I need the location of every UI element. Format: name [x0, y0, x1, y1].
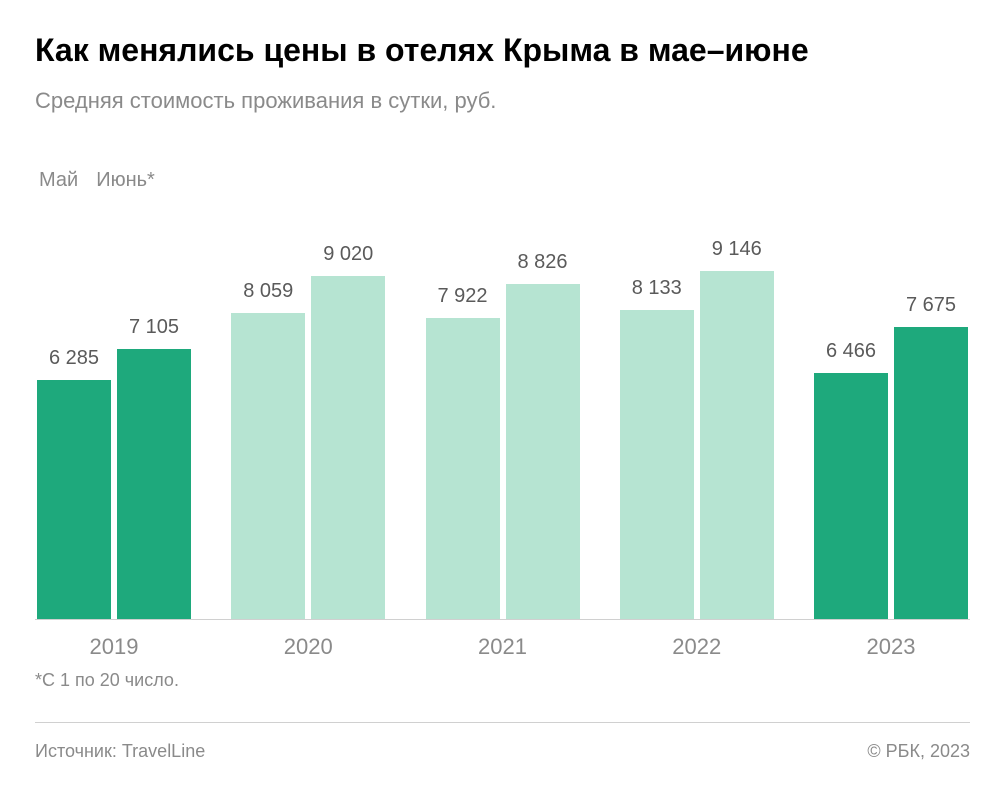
bar-label: 8 133 [632, 277, 682, 300]
bar-2021-may: 7 922 [426, 200, 500, 619]
bar-rect [426, 318, 500, 619]
bar-rect [894, 327, 968, 619]
xaxis-label-2019: 2019 [37, 634, 191, 660]
legend-may: Май [39, 169, 78, 192]
bar-rect [311, 276, 385, 619]
year-group-2020: 8 059 9 020 [231, 200, 385, 619]
bar-label: 8 059 [243, 280, 293, 303]
legend-june: Июнь* [96, 169, 155, 192]
bar-label: 6 466 [826, 340, 876, 363]
bars-container: 6 285 7 105 8 059 9 020 7 922 8 826 8 133 9 146… [35, 200, 970, 620]
bar-label: 9 020 [323, 243, 373, 266]
bar-2020-may: 8 059 [231, 200, 305, 619]
xaxis-label-2021: 2021 [426, 634, 580, 660]
bar-rect [700, 271, 774, 619]
bar-2020-june: 9 020 [311, 200, 385, 619]
footer: Источник: TravelLine © РБК, 2023 [35, 722, 970, 762]
bar-rect [117, 349, 191, 619]
x-axis: 2019 2020 2021 2022 2023 [35, 634, 970, 660]
bar-2021-june: 8 826 [506, 200, 580, 619]
bar-rect [37, 380, 111, 619]
copyright-label: © РБК, 2023 [867, 741, 970, 762]
year-group-2022: 8 133 9 146 [620, 200, 774, 619]
bar-2022-june: 9 146 [700, 200, 774, 619]
bar-rect [620, 310, 694, 619]
bar-label: 8 826 [517, 251, 567, 274]
xaxis-label-2023: 2023 [814, 634, 968, 660]
footnote: *С 1 по 20 число. [35, 670, 970, 691]
xaxis-label-2020: 2020 [231, 634, 385, 660]
bar-2022-may: 8 133 [620, 200, 694, 619]
legend: Май Июнь* [35, 169, 970, 192]
chart-title: Как менялись цены в отелях Крыма в мае–и… [35, 30, 970, 70]
bar-label: 7 922 [437, 285, 487, 308]
bar-2023-may: 6 466 [814, 200, 888, 619]
bar-label: 7 105 [129, 316, 179, 339]
year-group-2023: 6 466 7 675 [814, 200, 968, 619]
bar-label: 7 675 [906, 294, 956, 317]
bar-label: 6 285 [49, 347, 99, 370]
bar-rect [506, 284, 580, 619]
year-group-2021: 7 922 8 826 [426, 200, 580, 619]
bar-rect [231, 313, 305, 619]
bar-2019-june: 7 105 [117, 200, 191, 619]
source-label: Источник: TravelLine [35, 741, 205, 762]
chart-subtitle: Средняя стоимость проживания в сутки, ру… [35, 88, 970, 114]
chart-area: Май Июнь* 6 285 7 105 8 059 9 020 7 922 8 826… [35, 169, 970, 694]
year-group-2019: 6 285 7 105 [37, 200, 191, 619]
xaxis-label-2022: 2022 [620, 634, 774, 660]
bar-2023-june: 7 675 [894, 200, 968, 619]
bar-rect [814, 373, 888, 619]
bar-label: 9 146 [712, 238, 762, 261]
bar-2019-may: 6 285 [37, 200, 111, 619]
